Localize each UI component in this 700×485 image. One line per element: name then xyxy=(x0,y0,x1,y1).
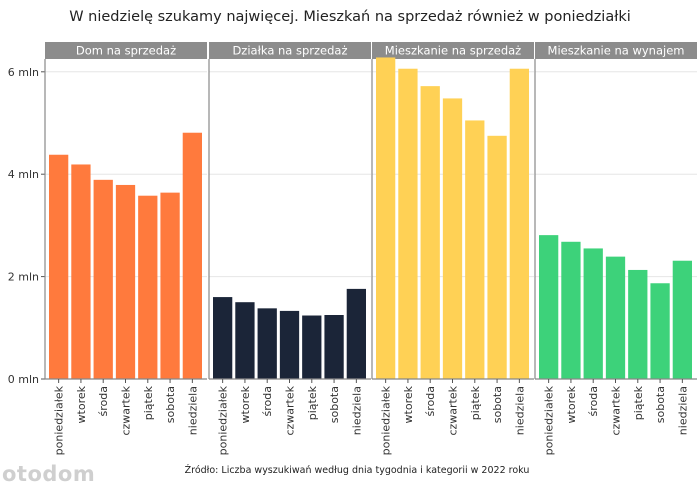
bar xyxy=(509,68,529,379)
y-tick-label: 4 mln xyxy=(8,168,39,181)
panel-strip xyxy=(535,42,697,59)
bar xyxy=(213,297,233,379)
x-tick-label: czwartek xyxy=(447,385,460,435)
bar xyxy=(650,283,670,379)
bar xyxy=(398,68,418,379)
x-tick-label: wtorek xyxy=(75,385,88,423)
x-tick-label: sobota xyxy=(491,386,504,423)
bar xyxy=(605,256,626,379)
x-tick-label: wtorek xyxy=(565,385,578,423)
y-tick-label: 6 mln xyxy=(8,66,39,79)
bar xyxy=(115,184,136,379)
x-tick-label: sobota xyxy=(328,386,341,423)
bar xyxy=(561,241,581,379)
x-tick-label: piątek xyxy=(142,385,155,420)
x-tick-label: środa xyxy=(424,386,437,416)
x-tick-label: piątek xyxy=(632,385,645,420)
x-tick-label: niedziela xyxy=(350,386,363,435)
chart-title: W niedzielę szukamy najwięcej. Mieszkań … xyxy=(69,9,631,25)
bar xyxy=(465,120,485,379)
x-tick-label: niedziela xyxy=(513,386,526,435)
x-tick-label: czwartek xyxy=(120,385,133,435)
x-tick-label: czwartek xyxy=(610,385,623,435)
x-tick-label: poniedziałek xyxy=(217,385,230,455)
plot-area: 0 mln 2 mln 4 mln 6 mln Dom na sprzedaż ponie… xyxy=(8,42,697,455)
bar xyxy=(71,164,91,379)
panel-strip-label: Mieszkanie na wynajem xyxy=(548,44,685,58)
panel-strip xyxy=(209,42,371,59)
panel-strip-label: Mieszkanie na sprzedaż xyxy=(385,44,521,58)
panel-strip-label: Działka na sprzedaż xyxy=(232,44,347,58)
bar xyxy=(182,132,202,379)
bar xyxy=(324,315,344,379)
x-tick-label: środa xyxy=(97,386,110,416)
x-tick-label: wtorek xyxy=(239,385,252,423)
bar xyxy=(376,57,396,380)
bar xyxy=(49,154,69,379)
x-tick-label: wtorek xyxy=(402,385,415,423)
x-tick-label: środa xyxy=(587,386,600,416)
bar xyxy=(628,269,648,379)
bar xyxy=(539,235,559,379)
bar xyxy=(279,310,300,379)
otodom-logo: otodom xyxy=(2,462,95,485)
source-note: Źródło: Liczba wyszukiwań według dnia ty… xyxy=(185,464,530,476)
bar xyxy=(487,135,507,379)
x-tick-label: niedziela xyxy=(676,386,689,435)
bar xyxy=(138,195,158,379)
x-tick-label: sobota xyxy=(654,386,667,423)
bar xyxy=(93,179,113,379)
bar xyxy=(302,315,322,379)
bar xyxy=(235,302,255,379)
panel-strip xyxy=(372,42,534,59)
x-tick-label: środa xyxy=(261,386,274,416)
x-tick-label: poniedziałek xyxy=(543,385,556,455)
bar xyxy=(420,86,440,380)
x-tick-label: czwartek xyxy=(284,385,297,435)
y-tick-label: 2 mln xyxy=(8,271,39,284)
panel-strip xyxy=(45,42,207,59)
bar xyxy=(346,288,366,379)
x-tick-label: piątek xyxy=(469,385,482,420)
x-tick-label: poniedziałek xyxy=(380,385,393,455)
bar xyxy=(583,248,603,379)
x-tick-label: poniedziałek xyxy=(53,385,66,455)
y-tick-label: 0 mln xyxy=(8,373,39,386)
x-tick-label: niedziela xyxy=(186,386,199,435)
bar xyxy=(672,260,692,379)
bar xyxy=(257,308,277,379)
panel-strip-label: Dom na sprzedaż xyxy=(76,44,176,58)
bar xyxy=(160,192,180,379)
x-tick-label: sobota xyxy=(164,386,177,423)
x-tick-label: piątek xyxy=(306,385,319,420)
bar xyxy=(442,98,463,379)
